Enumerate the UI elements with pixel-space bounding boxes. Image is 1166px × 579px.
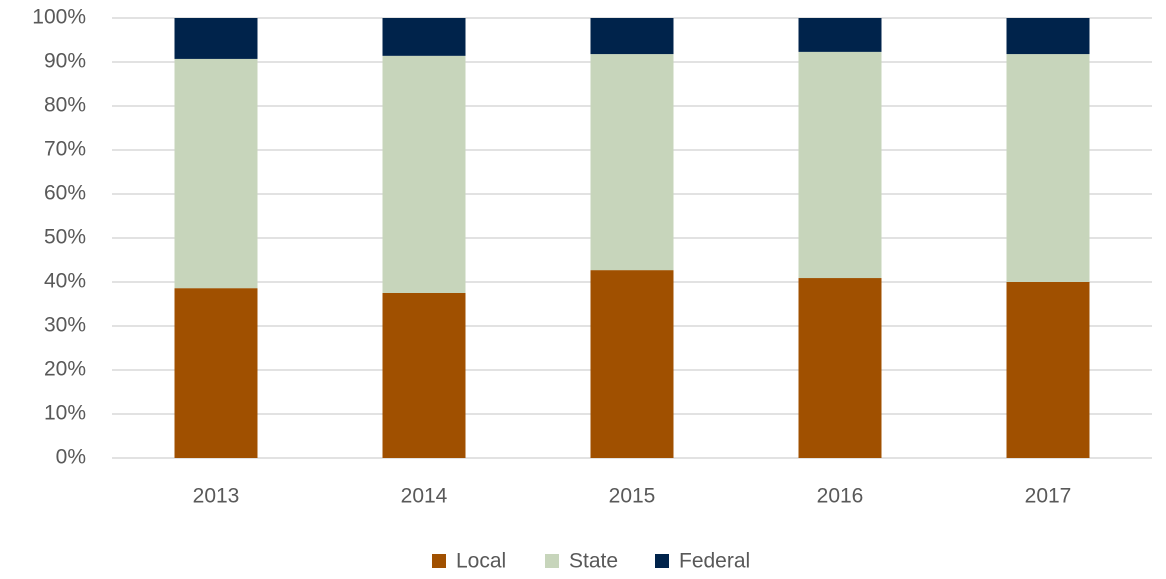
bar-segment (174, 288, 258, 458)
y-tick-label: 60% (44, 182, 86, 205)
bar-segment (590, 270, 674, 458)
legend-label: State (569, 550, 618, 573)
y-tick-label: 40% (44, 270, 86, 293)
bar-segment (1006, 18, 1090, 55)
y-tick-label: 10% (44, 402, 86, 425)
bar-segment (1006, 54, 1090, 282)
legend-label: Local (456, 550, 506, 573)
y-tick-label: 100% (32, 6, 86, 29)
x-tick-label: 2015 (609, 485, 656, 508)
bar-segment (798, 18, 882, 52)
bar-segment (382, 55, 466, 294)
bar-segment (1006, 282, 1090, 458)
y-tick-label: 80% (44, 94, 86, 117)
x-tick-label: 2016 (817, 485, 864, 508)
bar-segment (174, 18, 258, 59)
y-tick-label: 50% (44, 226, 86, 249)
bar-segment (174, 58, 258, 289)
legend-swatch (432, 554, 446, 568)
legend-label: Federal (679, 550, 750, 573)
legend-swatch (545, 554, 559, 568)
y-tick-label: 70% (44, 138, 86, 161)
y-tick-label: 30% (44, 314, 86, 337)
bar-segment (590, 54, 674, 271)
y-tick-label: 20% (44, 358, 86, 381)
x-tick-label: 2014 (401, 485, 448, 508)
x-tick-label: 2013 (193, 485, 240, 508)
bar-segment (798, 278, 882, 458)
legend-swatch (655, 554, 669, 568)
y-tick-label: 0% (56, 446, 86, 469)
bar-segment (590, 18, 674, 55)
bar-segment (798, 51, 882, 279)
y-tick-label: 90% (44, 50, 86, 73)
x-tick-label: 2017 (1025, 485, 1072, 508)
bar-segment (382, 293, 466, 458)
bar-segment (382, 18, 466, 56)
